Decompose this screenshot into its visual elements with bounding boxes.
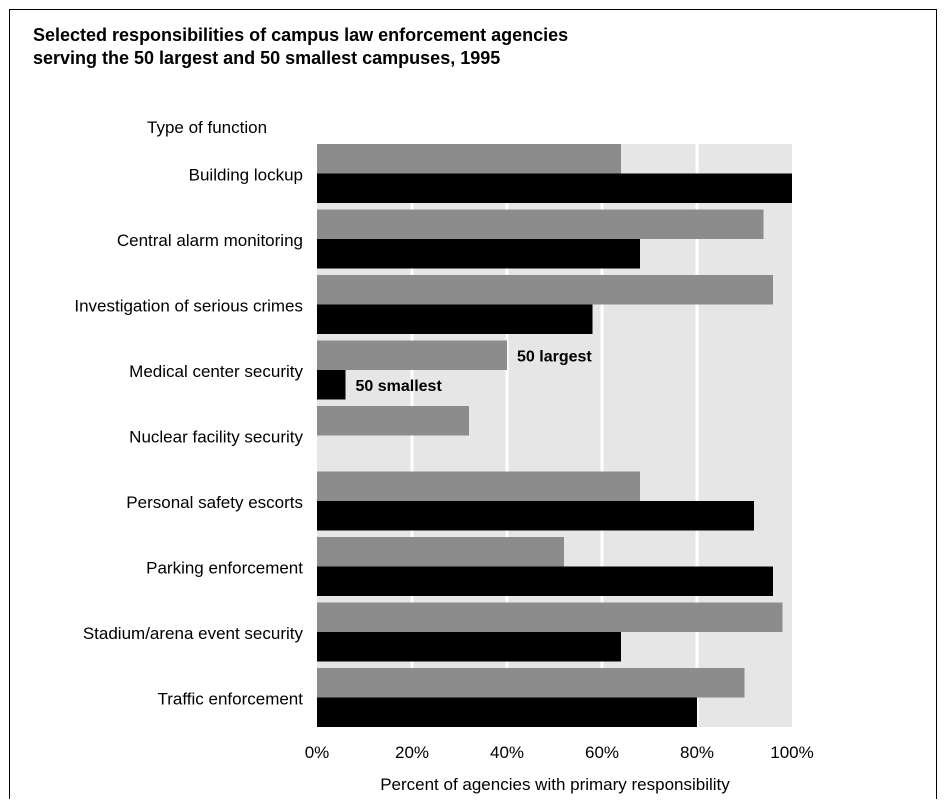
category-label: Central alarm monitoring — [117, 231, 303, 250]
x-tick-label: 20% — [395, 743, 429, 762]
category-label: Personal safety escorts — [126, 493, 303, 512]
bar-largest — [317, 275, 773, 305]
bar-largest — [317, 471, 640, 501]
bar-largest — [317, 144, 621, 174]
x-tick-label: 100% — [770, 743, 813, 762]
category-label: Nuclear facility security — [129, 428, 303, 447]
x-tick-label: 40% — [490, 743, 524, 762]
bar-largest — [317, 668, 745, 698]
bar-smallest — [317, 632, 621, 662]
chart-title-line-2: serving the 50 largest and 50 smallest c… — [33, 48, 501, 68]
bar-largest — [317, 602, 783, 632]
bar-smallest — [317, 566, 773, 596]
category-label: Building lockup — [189, 166, 303, 185]
bar-largest — [317, 537, 564, 567]
bar-largest — [317, 340, 507, 370]
category-label: Traffic enforcement — [157, 690, 303, 709]
bar-smallest — [317, 304, 593, 334]
bar-smallest — [317, 697, 697, 727]
bar-smallest — [317, 370, 346, 400]
bar-smallest — [317, 173, 792, 203]
chart-title: Selected responsibilities of campus law … — [33, 24, 913, 70]
x-tick-label: 60% — [585, 743, 619, 762]
category-label: Parking enforcement — [146, 559, 303, 578]
x-axis-title: Percent of agencies with primary respons… — [380, 775, 730, 794]
bar-largest — [317, 209, 764, 239]
category-labels: Building lockup Central alarm monitoring I… — [74, 166, 303, 709]
x-tick-label: 80% — [680, 743, 714, 762]
chart-title-line-1: Selected responsibilities of campus law … — [33, 25, 569, 45]
x-tick-label: 0% — [305, 743, 330, 762]
series-labels: 50 largest 50 smallest — [356, 348, 593, 395]
category-label: Stadium/arena event security — [83, 624, 304, 643]
category-label: Investigation of serious crimes — [74, 297, 303, 316]
x-tick-labels: 0% 20% 40% 60% 80% 100% — [305, 743, 814, 762]
bar-largest — [317, 406, 469, 436]
series-label-largest: 50 largest — [517, 348, 592, 365]
bars — [317, 144, 792, 727]
bar-smallest — [317, 501, 754, 531]
category-label: Medical center security — [129, 362, 303, 381]
bar-smallest — [317, 239, 640, 269]
category-axis-title: Type of function — [147, 118, 267, 137]
series-label-smallest: 50 smallest — [356, 378, 443, 395]
